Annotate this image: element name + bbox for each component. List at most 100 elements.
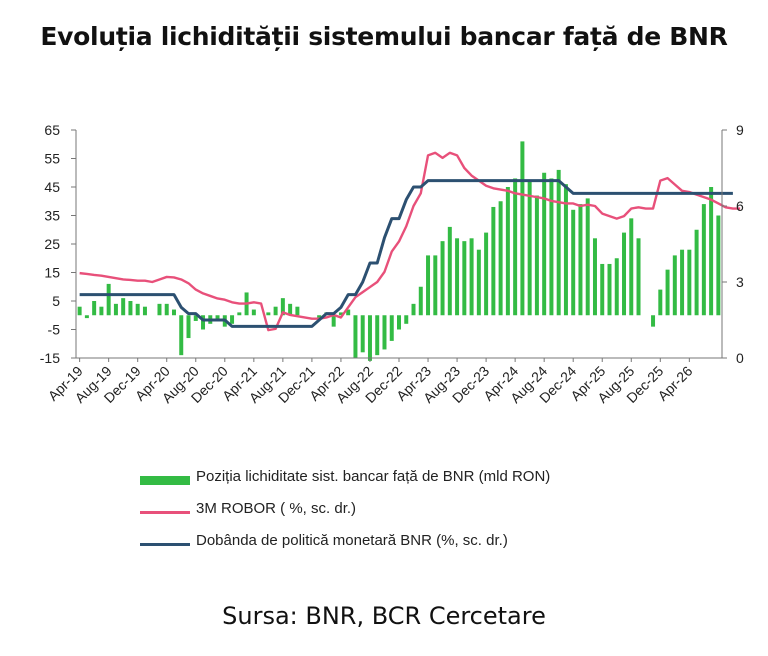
right-tick-label-1: 3 <box>736 274 744 290</box>
bar-22 <box>237 312 242 316</box>
bar-13 <box>171 309 176 316</box>
bar-19 <box>215 315 220 321</box>
bar-52 <box>455 238 460 316</box>
bar-82 <box>672 255 677 316</box>
bar-21 <box>230 315 235 324</box>
bar-84 <box>687 249 692 316</box>
left-tick-label-3: 15 <box>44 265 60 281</box>
policy-rate-line <box>79 179 733 328</box>
bar-55 <box>476 249 481 316</box>
legend-label-robor: 3M ROBOR ( %, sc. dr.) <box>196 500 357 517</box>
bar-47 <box>418 286 423 316</box>
bar-77 <box>636 238 641 316</box>
bar-42 <box>382 315 387 350</box>
left-tick-label-6: 45 <box>44 179 60 195</box>
x-axis-ticks: Apr-19Aug-19Dec-19Apr-20Aug-20Dec-20Apr-… <box>45 358 696 406</box>
bar-28 <box>280 298 285 316</box>
bar-46 <box>411 303 416 316</box>
bar-2 <box>92 301 97 316</box>
bar-54 <box>469 238 474 316</box>
bar-29 <box>288 303 293 316</box>
bar-35 <box>331 315 336 327</box>
chart-title: Evoluția lichidității sistemului bancar … <box>40 22 728 51</box>
bar-85 <box>694 229 699 316</box>
bar-43 <box>389 315 394 341</box>
bar-81 <box>665 269 670 316</box>
bar-27 <box>273 306 278 316</box>
left-tick-label-0: -15 <box>40 350 60 366</box>
left-axis-ticks: -15 -5 5 15 25 35 45 55 65 <box>40 122 76 366</box>
bar-72 <box>600 263 605 316</box>
bar-8 <box>135 303 140 316</box>
bar-69 <box>578 204 583 316</box>
bar-6 <box>121 298 126 316</box>
bar-0 <box>77 306 82 316</box>
bar-12 <box>164 303 169 316</box>
legend-swatch-bars <box>140 476 190 485</box>
bar-59 <box>505 187 510 316</box>
left-tick-label-7: 55 <box>44 151 60 167</box>
left-tick-label-5: 35 <box>44 208 60 224</box>
bar-37 <box>346 309 351 316</box>
source-note: Sursa: BNR, BCR Cercetare <box>222 602 546 630</box>
bar-14 <box>179 315 184 356</box>
bar-79 <box>651 315 656 327</box>
bar-63 <box>534 195 539 316</box>
legend-swatch-policy-rate <box>140 543 190 546</box>
bar-58 <box>498 201 503 316</box>
bar-1 <box>84 315 89 319</box>
bar-4 <box>106 283 111 316</box>
bar-39 <box>360 315 365 353</box>
bar-88 <box>716 215 721 316</box>
bars-layer <box>77 141 721 361</box>
bar-71 <box>592 238 597 316</box>
right-tick-label-0: 0 <box>736 350 744 366</box>
bar-86 <box>701 204 706 316</box>
chart-canvas: -15 -5 5 15 25 35 45 55 65 0 3 6 9 Apr-19Aug-19Dec-… <box>40 122 744 406</box>
bar-49 <box>433 255 438 316</box>
bar-5 <box>113 303 118 316</box>
bar-36 <box>338 312 343 316</box>
right-tick-label-2: 6 <box>736 198 744 214</box>
left-tick-label-8: 65 <box>44 122 60 138</box>
bar-33 <box>317 315 322 319</box>
bar-26 <box>266 312 271 316</box>
bar-80 <box>658 289 663 316</box>
robor-line <box>79 151 741 332</box>
bar-76 <box>629 218 634 316</box>
bar-64 <box>542 172 547 316</box>
right-tick-label-3: 9 <box>736 122 744 138</box>
bar-67 <box>563 184 568 316</box>
bar-50 <box>440 241 445 316</box>
bar-24 <box>251 309 256 316</box>
bar-45 <box>404 315 409 324</box>
bar-3 <box>99 306 104 316</box>
bar-57 <box>491 206 496 316</box>
bar-41 <box>375 315 380 356</box>
bar-70 <box>585 198 590 316</box>
left-tick-label-1: -5 <box>48 322 61 338</box>
bar-48 <box>426 255 431 316</box>
legend-swatch-robor <box>140 511 190 514</box>
lines-layer <box>79 151 741 332</box>
bar-65 <box>549 178 554 316</box>
bar-16 <box>193 315 198 321</box>
bar-38 <box>353 315 358 358</box>
bar-74 <box>614 258 619 316</box>
legend-label-liquidity: Poziția lichiditate sist. bancar față de… <box>196 468 551 485</box>
bar-73 <box>607 263 612 316</box>
bar-11 <box>157 303 162 316</box>
bar-60 <box>513 178 518 316</box>
bar-15 <box>186 315 191 339</box>
bar-61 <box>520 141 525 316</box>
bar-62 <box>527 181 532 316</box>
bar-87 <box>709 187 714 316</box>
bar-9 <box>142 306 147 316</box>
left-tick-label-2: 5 <box>52 293 60 309</box>
bar-7 <box>128 301 133 316</box>
legend-label-policy-rate: Dobânda de politică monetară BNR (%, sc.… <box>196 532 508 549</box>
right-axis-ticks: 0 3 6 9 <box>722 122 744 366</box>
bar-75 <box>622 232 627 316</box>
bar-53 <box>462 241 467 316</box>
bar-68 <box>571 209 576 316</box>
